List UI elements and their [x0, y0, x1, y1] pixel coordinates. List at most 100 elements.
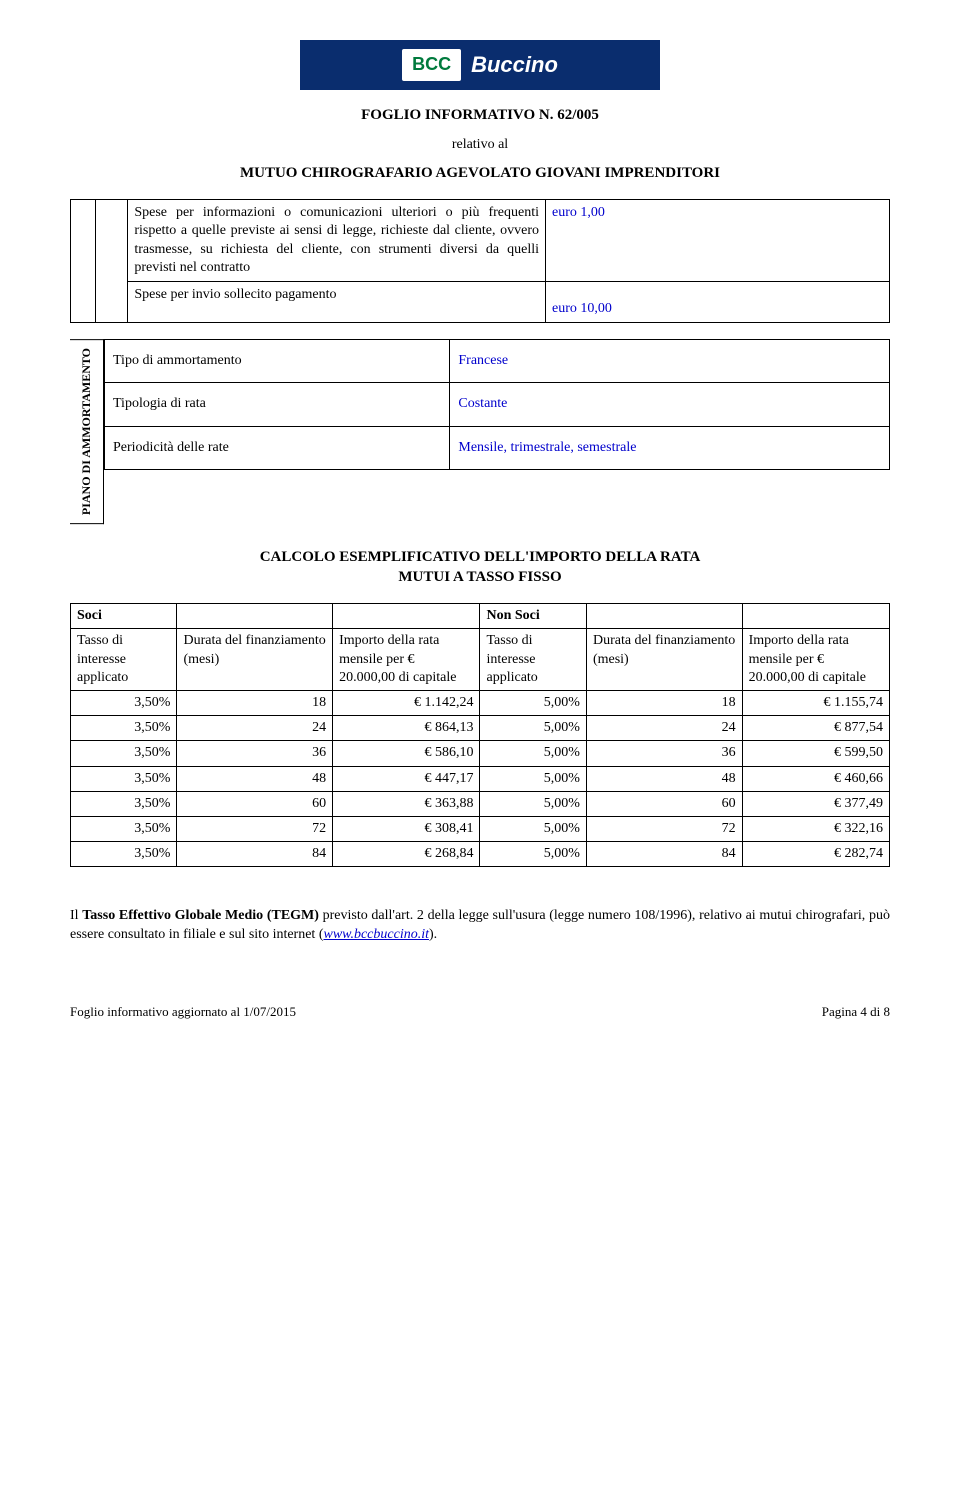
cell-d1: 84 — [177, 842, 333, 867]
spese-row1-text: Spese per informazioni o comunicazioni u… — [134, 205, 539, 275]
calc-table: Soci Non Soci Tasso di interesse applica… — [70, 603, 890, 867]
hdr-durata-l: Durata del finanziamento (mesi) — [177, 629, 333, 691]
logo-bcc: BCC — [402, 49, 461, 80]
spese-row1-val: euro 1,00 — [546, 200, 890, 282]
note-post: ). — [429, 927, 437, 942]
cell-t2: 5,00% — [480, 716, 586, 741]
cell-i2: € 460,66 — [742, 766, 889, 791]
group-empty-3 — [586, 604, 742, 629]
calc-row: 3,50%84€ 268,845,00%84€ 282,74 — [71, 842, 890, 867]
spese-row2-val-text: euro 10,00 — [552, 301, 612, 316]
piano-val-0: Francese — [450, 340, 890, 383]
cell-i2: € 377,49 — [742, 791, 889, 816]
hdr-tasso-r: Tasso di interesse applicato — [480, 629, 586, 691]
cell-d1: 36 — [177, 741, 333, 766]
cell-d2: 60 — [586, 791, 742, 816]
cell-d2: 72 — [586, 816, 742, 841]
hdr-importo-l: Importo della rata mensile per € 20.000,… — [333, 629, 480, 691]
piano-vertical-label: PIANO DI AMMORTAMENTO — [70, 339, 104, 524]
piano-lbl-0: Tipo di ammortamento — [105, 340, 450, 383]
piano-val-2: Mensile, trimestrale, semestrale — [450, 426, 890, 469]
piano-row-2: Periodicità delle rate Mensile, trimestr… — [105, 426, 890, 469]
cell-i1: € 447,17 — [333, 766, 480, 791]
cell-t1: 3,50% — [71, 842, 177, 867]
footer-right: Pagina 4 di 8 — [822, 1004, 890, 1021]
cell-t1: 3,50% — [71, 766, 177, 791]
group-empty-4 — [742, 604, 889, 629]
cell-i2: € 282,74 — [742, 842, 889, 867]
calc-row: 3,50%72€ 308,415,00%72€ 322,16 — [71, 816, 890, 841]
cell-d1: 18 — [177, 691, 333, 716]
spese-row2-val: euro 10,00 — [546, 281, 890, 322]
calc-row: 3,50%48€ 447,175,00%48€ 460,66 — [71, 766, 890, 791]
piano-lbl-1: Tipologia di rata — [105, 383, 450, 426]
doc-product: MUTUO CHIROGRAFARIO AGEVOLATO GIOVANI IM… — [70, 164, 890, 184]
calc-row: 3,50%36€ 586,105,00%36€ 599,50 — [71, 741, 890, 766]
cell-i2: € 599,50 — [742, 741, 889, 766]
cell-i1: € 308,41 — [333, 816, 480, 841]
cell-t1: 3,50% — [71, 691, 177, 716]
cell-i1: € 864,13 — [333, 716, 480, 741]
footer-left: Foglio informativo aggiornato al 1/07/20… — [70, 1004, 296, 1021]
cell-t1: 3,50% — [71, 791, 177, 816]
spese-side1 — [71, 200, 96, 323]
group-empty-1 — [177, 604, 333, 629]
piano-row-1: Tipologia di rata Costante — [105, 383, 890, 426]
tegm-note: Il Tasso Effettivo Globale Medio (TEGM) … — [70, 907, 890, 943]
cell-i1: € 268,84 — [333, 842, 480, 867]
cell-d2: 24 — [586, 716, 742, 741]
piano-row-0: Tipo di ammortamento Francese — [105, 340, 890, 383]
cell-d1: 48 — [177, 766, 333, 791]
cell-t1: 3,50% — [71, 716, 177, 741]
cell-d2: 18 — [586, 691, 742, 716]
hdr-durata-r: Durata del finanziamento (mesi) — [586, 629, 742, 691]
group-empty-2 — [333, 604, 480, 629]
spese-row2-desc: Spese per invio sollecito pagamento — [128, 281, 546, 322]
logo-brand: BCC — [412, 53, 451, 76]
cell-t1: 3,50% — [71, 816, 177, 841]
cell-d2: 48 — [586, 766, 742, 791]
calc-title-1: CALCOLO ESEMPLIFICATIVO DELL'IMPORTO DEL… — [260, 549, 701, 565]
cell-i1: € 586,10 — [333, 741, 480, 766]
cell-d2: 36 — [586, 741, 742, 766]
calc-row: 3,50%60€ 363,885,00%60€ 377,49 — [71, 791, 890, 816]
doc-title: FOGLIO INFORMATIVO N. 62/005 — [70, 106, 890, 126]
cell-t1: 3,50% — [71, 741, 177, 766]
note-bold: Tasso Effettivo Globale Medio (TEGM) — [82, 908, 319, 923]
group-soci: Soci — [71, 604, 177, 629]
note-pre: Il — [70, 908, 82, 923]
piano-table: Tipo di ammortamento Francese Tipologia … — [104, 339, 890, 470]
hdr-importo-r: Importo della rata mensile per € 20.000,… — [742, 629, 889, 691]
logo-name: Buccino — [471, 51, 558, 80]
logo-banner: BCC Buccino — [300, 40, 660, 90]
calc-row: 3,50%18€ 1.142,245,00%18€ 1.155,74 — [71, 691, 890, 716]
piano-ammortamento: PIANO DI AMMORTAMENTO Tipo di ammortamen… — [70, 339, 890, 524]
hdr-tasso-l: Tasso di interesse applicato — [71, 629, 177, 691]
piano-lbl-2: Periodicità delle rate — [105, 426, 450, 469]
cell-i2: € 322,16 — [742, 816, 889, 841]
cell-t2: 5,00% — [480, 816, 586, 841]
calc-row: 3,50%24€ 864,135,00%24€ 877,54 — [71, 716, 890, 741]
spese-table: Spese per informazioni o comunicazioni u… — [70, 199, 890, 323]
cell-i2: € 877,54 — [742, 716, 889, 741]
cell-t2: 5,00% — [480, 691, 586, 716]
calc-section-title: CALCOLO ESEMPLIFICATIVO DELL'IMPORTO DEL… — [70, 548, 890, 587]
cell-d1: 72 — [177, 816, 333, 841]
cell-d1: 60 — [177, 791, 333, 816]
calc-title-2: MUTUI A TASSO FISSO — [398, 569, 561, 585]
cell-i2: € 1.155,74 — [742, 691, 889, 716]
cell-i1: € 1.142,24 — [333, 691, 480, 716]
cell-t2: 5,00% — [480, 842, 586, 867]
spese-side2 — [95, 200, 128, 323]
piano-val-1: Costante — [450, 383, 890, 426]
cell-d2: 84 — [586, 842, 742, 867]
note-link[interactable]: www.bccbuccino.it — [323, 927, 429, 942]
page-footer: Foglio informativo aggiornato al 1/07/20… — [70, 1004, 890, 1021]
document-header: FOGLIO INFORMATIVO N. 62/005 relativo al… — [70, 106, 890, 183]
cell-d1: 24 — [177, 716, 333, 741]
cell-i1: € 363,88 — [333, 791, 480, 816]
spese-row1-desc: Spese per informazioni o comunicazioni u… — [128, 200, 546, 282]
doc-subtitle: relativo al — [70, 136, 890, 154]
group-nonsoci: Non Soci — [480, 604, 586, 629]
cell-t2: 5,00% — [480, 766, 586, 791]
